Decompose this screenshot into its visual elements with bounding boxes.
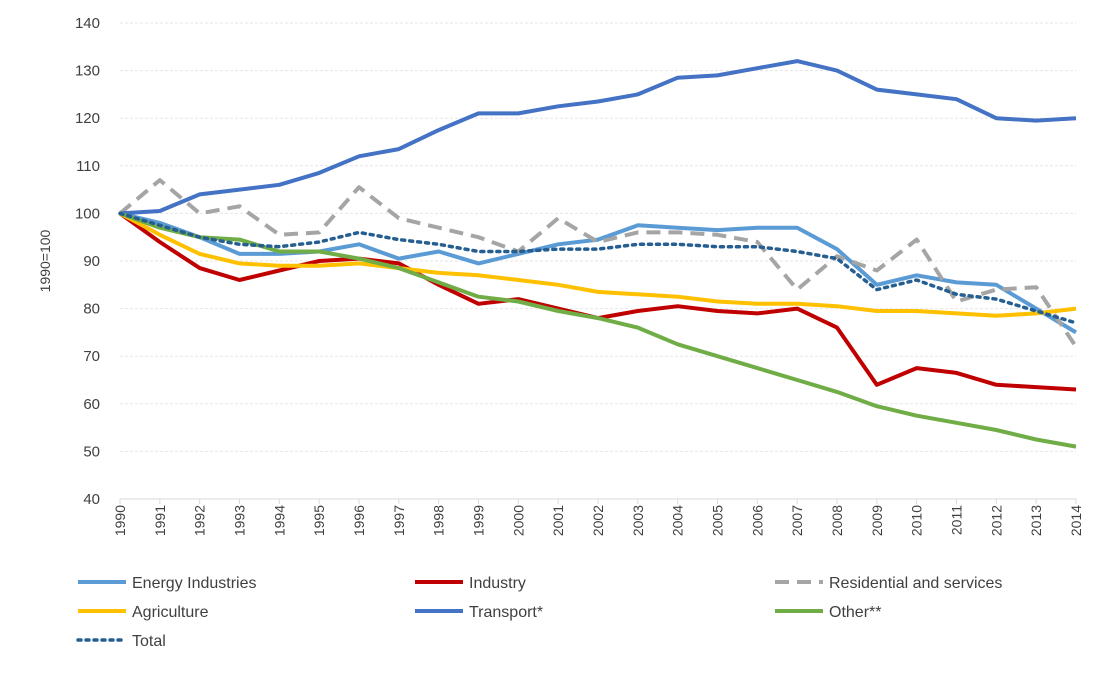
y-tick-label: 90 <box>83 253 100 270</box>
x-tick-label: 2012 <box>988 505 1004 536</box>
y-tick-label: 100 <box>75 205 100 222</box>
legend-label: Agriculture <box>132 604 209 621</box>
series-line-energy-industries <box>119 211 1078 335</box>
legend-label: Other** <box>829 604 881 621</box>
x-tick-label: 2005 <box>710 505 726 536</box>
y-tick-label: 120 <box>75 110 100 127</box>
x-tick-label: 1996 <box>351 505 367 536</box>
legend: Energy Industries Industry Residential and… <box>76 575 1002 650</box>
series-line-other <box>119 211 1077 449</box>
legend-label: Total <box>132 633 166 650</box>
legend-item: Energy Industries <box>78 575 257 592</box>
x-tick-label: 1990 <box>112 505 128 536</box>
legend-item: Residential and services <box>775 575 1002 592</box>
series-line-transport <box>119 59 1077 216</box>
y-axis-ticks: 40 50 60 70 80 90 100 110 120 130 140 <box>75 15 100 508</box>
x-tick-label: 2011 <box>949 505 965 535</box>
legend-label: Residential and services <box>829 575 1002 592</box>
legend-item: Total <box>76 633 166 650</box>
legend-item: Other** <box>775 604 881 621</box>
y-tick-label: 110 <box>76 158 100 175</box>
x-tick-label: 2002 <box>590 505 606 536</box>
x-tick-label: 2004 <box>670 505 686 536</box>
y-tick-label: 40 <box>83 491 100 508</box>
y-tick-label: 140 <box>75 15 100 32</box>
x-tick-label: 1992 <box>192 505 208 536</box>
x-tick-label: 1999 <box>471 505 487 536</box>
series-line-agriculture <box>119 211 1077 318</box>
y-tick-label: 50 <box>83 443 100 460</box>
y-tick-label: 70 <box>83 348 100 365</box>
y-tick-label: 80 <box>83 301 100 318</box>
legend-item: Industry <box>415 575 526 592</box>
x-tick-label: 2013 <box>1028 505 1044 536</box>
legend-item: Agriculture <box>78 604 209 621</box>
series-line-residential-and-services <box>118 178 1078 348</box>
series-lines <box>118 59 1078 449</box>
x-tick-label: 1991 <box>152 505 168 536</box>
legend-item: Transport* <box>415 604 543 621</box>
x-tick-label: 2000 <box>510 505 526 536</box>
x-tick-label: 2014 <box>1068 505 1084 536</box>
x-tick-label: 2009 <box>869 505 885 536</box>
x-tick-label: 1998 <box>431 505 447 536</box>
x-tick-label: 1995 <box>311 505 327 536</box>
legend-label: Energy Industries <box>132 575 257 592</box>
legend-label: Industry <box>469 575 526 592</box>
y-tick-label: 60 <box>83 396 100 413</box>
x-tick-label: 2007 <box>789 505 805 536</box>
x-tick-label: 2001 <box>550 505 566 536</box>
x-tick-label: 1997 <box>391 505 407 536</box>
series-line-total <box>118 211 1078 325</box>
x-tick-label: 1993 <box>232 505 248 536</box>
x-tick-label: 2006 <box>749 505 765 536</box>
gridlines <box>120 22 1076 500</box>
legend-label: Transport* <box>469 604 543 621</box>
x-tick-label: 1994 <box>271 505 287 536</box>
x-axis-ticks: 1990 1991 1992 1993 1994 1995 1996 1997 1998 1999… <box>112 499 1084 536</box>
x-tick-label: 2010 <box>909 505 925 536</box>
x-tick-label: 2003 <box>630 505 646 536</box>
x-tick-label: 2008 <box>829 505 845 536</box>
y-axis-label: 1990=100 <box>37 229 53 292</box>
y-tick-label: 130 <box>75 63 100 80</box>
